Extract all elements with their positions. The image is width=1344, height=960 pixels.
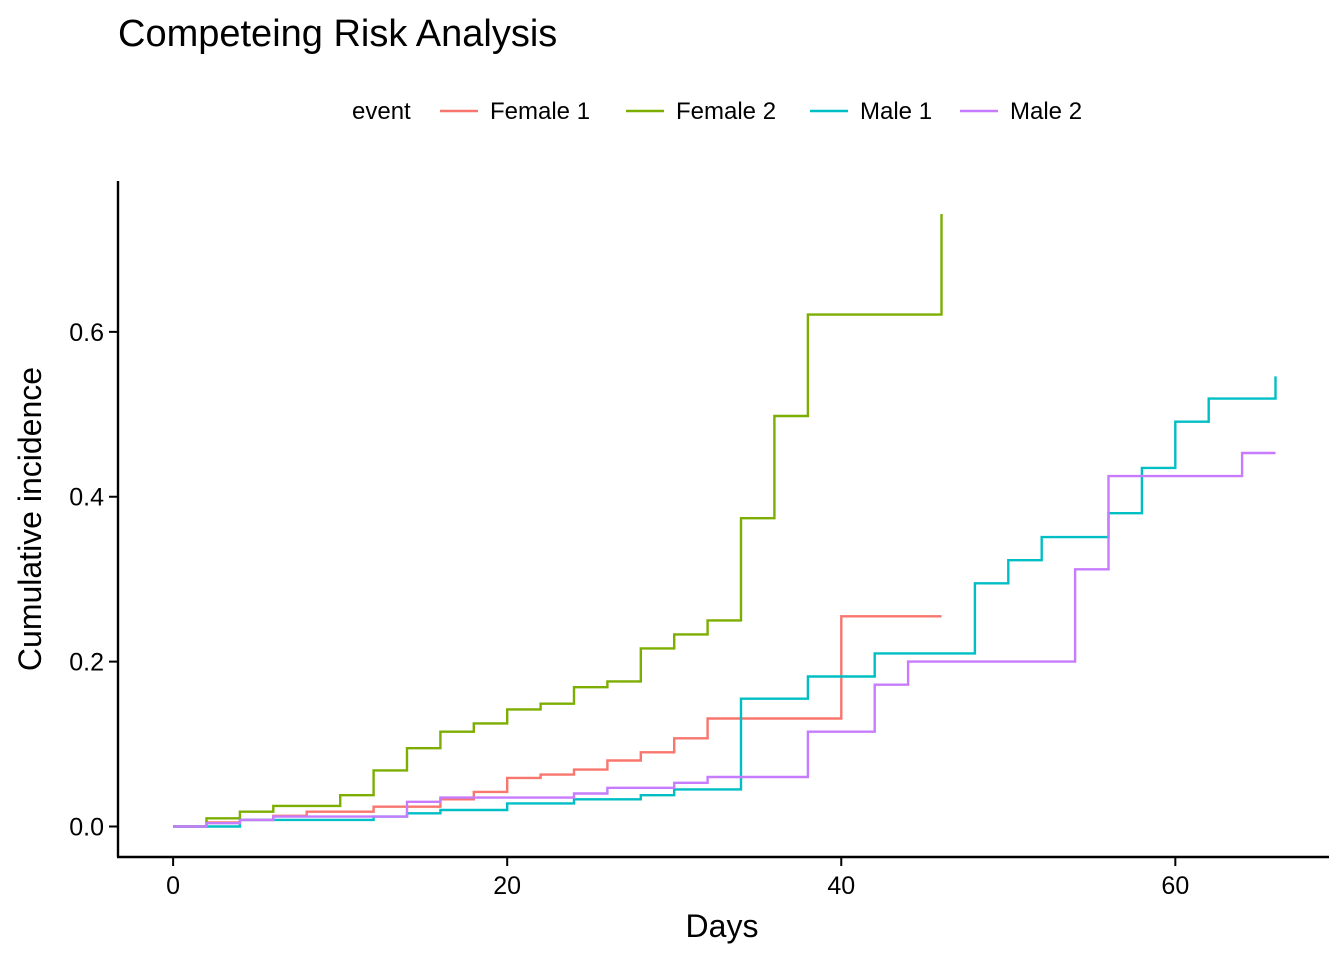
x-tick-label: 60 xyxy=(1161,872,1189,900)
plot-area xyxy=(173,214,1277,828)
series-line-male-2 xyxy=(173,451,1276,828)
x-tick-label: 0 xyxy=(166,872,180,900)
x-ticks: 0 20 40 60 xyxy=(166,857,1189,900)
legend: event Female 1 Female 2 Male 1 Male 2 xyxy=(352,98,1082,125)
y-tick-label: 0.4 xyxy=(69,484,104,512)
chart-title: Competeing Risk Analysis xyxy=(118,13,557,55)
legend-title: event xyxy=(352,98,411,125)
y-tick-label: 0.6 xyxy=(69,319,104,347)
y-tick-label: 0.2 xyxy=(69,649,104,677)
x-tick-label: 40 xyxy=(827,872,855,900)
legend-label: Female 1 xyxy=(490,98,590,125)
y-ticks: 0.0 0.2 0.4 0.6 xyxy=(69,319,118,841)
x-axis-title: Days xyxy=(686,908,759,944)
series-line-female-2 xyxy=(173,214,943,828)
series-line-male-1 xyxy=(173,376,1277,828)
y-axis-title: Cumulative incidence xyxy=(12,367,48,671)
y-tick-label: 0.0 xyxy=(69,813,104,841)
legend-label: Male 1 xyxy=(860,98,932,125)
x-tick-label: 20 xyxy=(493,872,521,900)
legend-label: Female 2 xyxy=(676,98,776,125)
legend-label: Male 2 xyxy=(1010,98,1082,125)
series-line-female-1 xyxy=(173,615,942,828)
